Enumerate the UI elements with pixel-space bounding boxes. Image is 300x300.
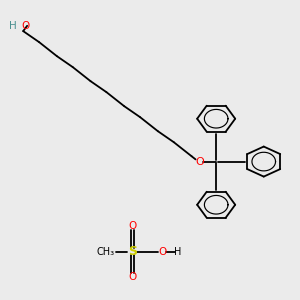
Text: O: O: [21, 21, 29, 31]
Text: H: H: [174, 247, 181, 257]
Text: O: O: [128, 272, 136, 282]
Text: H: H: [9, 21, 16, 31]
Text: O: O: [195, 157, 204, 166]
Text: CH₃: CH₃: [96, 247, 114, 257]
Text: O: O: [128, 221, 136, 231]
Text: S: S: [128, 245, 137, 258]
Text: O: O: [158, 247, 166, 257]
